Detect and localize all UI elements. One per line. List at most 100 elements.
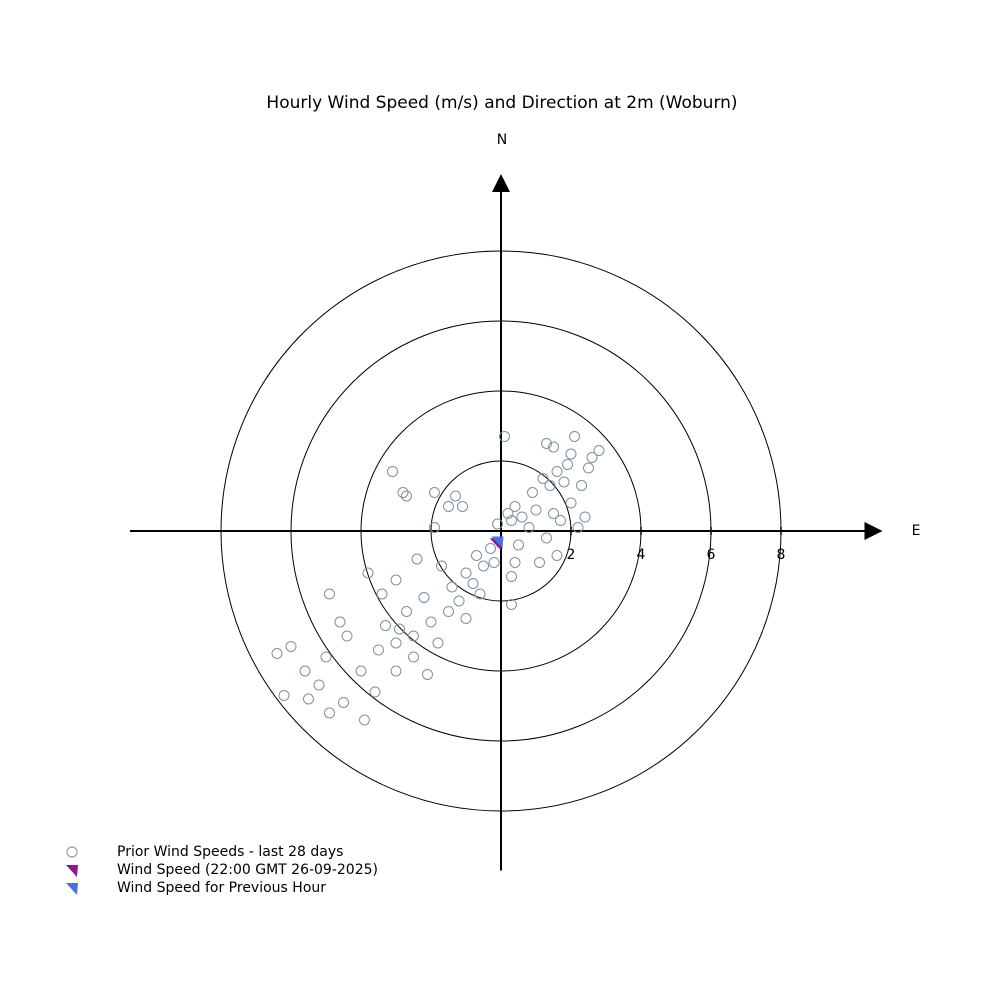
wind-point xyxy=(362,567,374,579)
wind-point xyxy=(467,578,479,589)
wind-point xyxy=(338,697,349,708)
east-label: E xyxy=(912,523,921,539)
north-label: N xyxy=(497,132,507,148)
chart-title: Hourly Wind Speed (m/s) and Direction at… xyxy=(266,93,737,113)
wind-point xyxy=(548,441,559,453)
wind-point xyxy=(324,588,335,600)
wind-point xyxy=(516,511,528,523)
wind-point xyxy=(324,707,335,719)
wind-point xyxy=(359,714,370,726)
wind-point xyxy=(401,490,412,502)
wind-point xyxy=(544,480,556,491)
wind-point xyxy=(460,567,472,579)
legend-label: Wind Speed (22:00 GMT 26-09-2025) xyxy=(117,862,378,878)
wind-point xyxy=(491,536,504,549)
wind-point xyxy=(271,648,283,659)
wind-point xyxy=(506,599,517,610)
wind-point xyxy=(369,686,381,698)
wind-point xyxy=(390,637,402,649)
wind-point xyxy=(303,693,314,705)
wind-point xyxy=(506,515,517,526)
x-tick-label: 8 xyxy=(777,547,786,563)
legend-marker xyxy=(66,865,78,877)
wind-point xyxy=(313,679,325,691)
wind-point xyxy=(502,508,514,519)
wind-point xyxy=(506,571,517,582)
y-arrow xyxy=(492,174,510,192)
wind-point xyxy=(376,588,388,600)
x-arrow xyxy=(864,522,883,540)
wind-point xyxy=(579,511,591,523)
legend-label: Wind Speed for Previous Hour xyxy=(117,880,326,896)
wind-point xyxy=(446,581,458,593)
wind-point xyxy=(401,606,412,617)
x-tick-label: 6 xyxy=(707,547,716,563)
wind-point xyxy=(457,501,468,512)
wind-point xyxy=(408,630,419,642)
wind-point xyxy=(397,487,409,498)
wind-point xyxy=(460,613,472,624)
wind-point xyxy=(586,452,598,463)
wind-point xyxy=(320,651,332,663)
wind-point xyxy=(565,448,577,460)
wind-point xyxy=(541,532,552,544)
wind-point xyxy=(429,522,440,533)
wind-point xyxy=(555,515,566,526)
wind-point xyxy=(499,431,510,442)
wind-point xyxy=(380,620,391,631)
wind-point xyxy=(576,480,587,491)
wind-point xyxy=(334,616,346,628)
wind-point xyxy=(341,630,353,642)
wind-point xyxy=(492,518,503,530)
wind-point xyxy=(509,501,521,512)
wind-point xyxy=(572,522,584,533)
wind-point xyxy=(390,665,402,677)
wind-point xyxy=(583,462,594,474)
wind-point xyxy=(551,466,563,477)
wind-point xyxy=(541,438,552,449)
wind-point xyxy=(390,574,402,586)
wind-point xyxy=(471,550,482,561)
wind-point xyxy=(278,690,290,701)
wind-point xyxy=(562,459,573,470)
wind-point xyxy=(411,553,423,565)
wind-point xyxy=(548,508,559,519)
legend-marker xyxy=(66,883,78,895)
wind-point xyxy=(569,431,580,442)
wind-point xyxy=(478,560,489,572)
wind-point xyxy=(513,539,524,551)
wind-point xyxy=(485,543,496,554)
wind-point xyxy=(285,641,297,652)
wind-point xyxy=(443,501,454,512)
wind-point xyxy=(387,466,398,477)
wind-point xyxy=(527,487,538,498)
wind-point xyxy=(551,550,563,561)
wind-point xyxy=(537,473,549,484)
wind-point xyxy=(436,560,447,572)
wind-point xyxy=(418,592,430,603)
wind-point xyxy=(450,490,461,502)
wind-point xyxy=(299,665,311,677)
wind-point xyxy=(509,557,521,568)
wind-point xyxy=(523,522,535,533)
wind-point xyxy=(425,616,437,628)
wind-point xyxy=(432,637,444,649)
wind-point xyxy=(488,557,500,568)
wind-point xyxy=(565,497,577,509)
wind-point xyxy=(558,476,570,488)
wind-point xyxy=(593,445,605,456)
x-tick-label: 4 xyxy=(637,547,646,563)
wind-point xyxy=(453,595,465,607)
legend-marker xyxy=(66,846,78,858)
wind-point xyxy=(534,557,545,568)
wind-point xyxy=(443,606,454,617)
legend-label: Prior Wind Speeds - last 28 days xyxy=(117,844,343,860)
wind-point xyxy=(373,644,384,656)
wind-point xyxy=(394,623,405,635)
wind-point xyxy=(355,665,367,677)
wind-point xyxy=(422,669,433,680)
wind-point xyxy=(474,588,486,600)
x-tick-label: 2 xyxy=(567,547,576,563)
wind-point xyxy=(429,487,440,498)
